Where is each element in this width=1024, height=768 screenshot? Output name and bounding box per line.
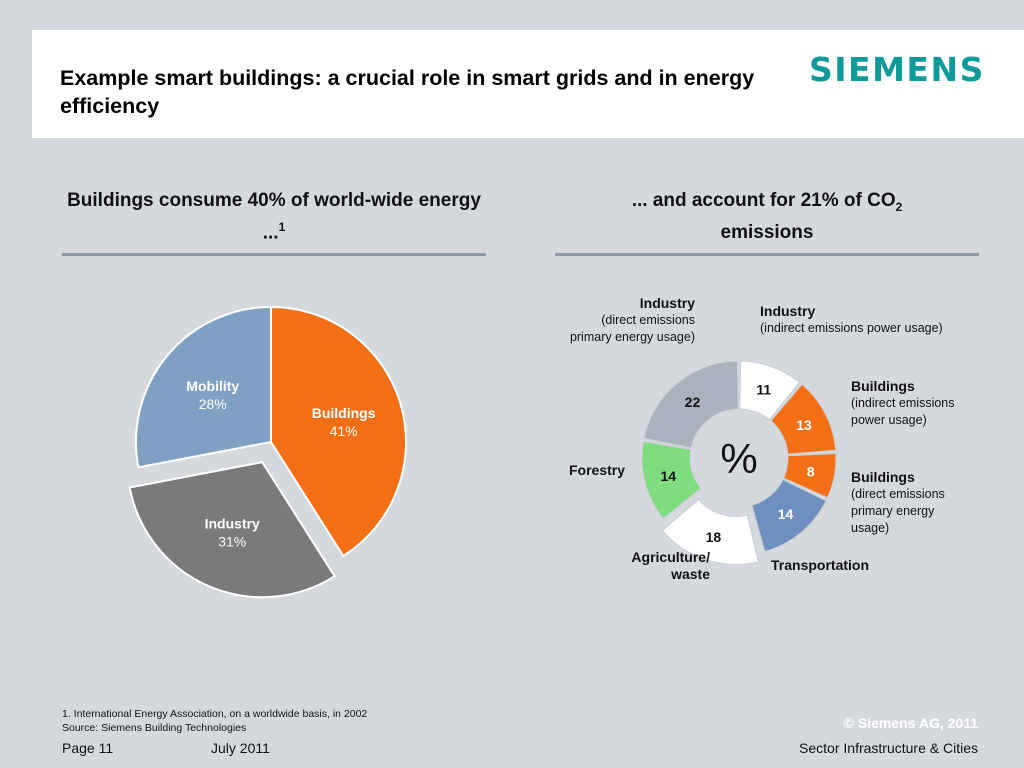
donut-value-5: 14 <box>661 468 677 484</box>
pie-label-buildings: Buildings <box>312 405 376 421</box>
donut-segment-1-buildings <box>770 383 837 455</box>
donut-label-industry-direct: Industry (direct emissions primary energ… <box>560 295 695 346</box>
donut-value-1: 13 <box>796 417 812 433</box>
pie-value-buildings: 41% <box>330 423 358 439</box>
donut-label-industry-direct-title: Industry <box>639 295 695 311</box>
donut-segment-6-industry <box>643 360 739 449</box>
right-heading-rule <box>555 253 979 256</box>
donut-value-2: 8 <box>807 464 815 480</box>
donut-label-agriculture: Agriculture/ waste <box>590 549 710 583</box>
donut-label-buildings-indirect-sub: (indirect emissions power usage) <box>851 396 955 427</box>
energy-pie-chart: Buildings 41% Industry 31% Mobility 28% <box>128 305 407 599</box>
donut-label-industry-indirect-sub: (indirect emissions power usage) <box>760 321 943 335</box>
pie-slice-industry <box>128 461 336 599</box>
right-heading-text: ... and account for 21% of CO <box>631 190 896 211</box>
siemens-logo: SIEMENS <box>809 50 985 89</box>
donut-label-buildings-direct-sub: (direct emissions primary energy usage) <box>851 487 945 535</box>
page-title: Example smart buildings: a crucial role … <box>60 66 755 118</box>
donut-label-agriculture-title: Agriculture/ waste <box>631 549 710 582</box>
donut-value-6: 22 <box>685 394 701 410</box>
footnote-line-1: 1. International Energy Association, on … <box>62 708 368 720</box>
donut-value-4: 18 <box>706 529 722 545</box>
donut-label-forestry: Forestry <box>569 462 625 479</box>
co2-donut-chart: 11 13 8 14 18 14 22% <box>641 360 837 565</box>
donut-label-industry-direct-sub: (direct emissions primary energy usage) <box>569 313 695 344</box>
donut-segment-3-transportation <box>751 478 827 553</box>
footnote-source: Source: Siemens Building Technologies <box>62 722 247 734</box>
donut-value-0: 11 <box>756 381 771 397</box>
pie-label-mobility: Mobility <box>186 378 239 394</box>
donut-value-3: 14 <box>778 506 794 522</box>
header-bar: Example smart buildings: a crucial role … <box>32 30 1024 138</box>
footnote: 1. International Energy Association, on … <box>62 707 367 735</box>
right-heading-subscript: 2 <box>895 199 903 214</box>
donut-label-industry-indirect: Industry (indirect emissions power usage… <box>760 303 990 337</box>
division-name: Sector Infrastructure & Cities <box>799 740 978 756</box>
left-column-heading: Buildings consume 40% of world-wide ener… <box>62 188 486 246</box>
pie-value-mobility: 28% <box>199 396 227 412</box>
copyright: © Siemens AG, 2011 <box>843 715 978 731</box>
right-heading-text-line2: emissions <box>720 221 814 243</box>
pie-slice-buildings <box>270 305 407 558</box>
footer-date: July 2011 <box>211 740 270 756</box>
donut-label-buildings-direct: Buildings (direct emissions primary ener… <box>851 469 976 537</box>
donut-label-buildings-indirect: Buildings (indirect emissions power usag… <box>851 378 976 429</box>
donut-segment-0-industry <box>739 360 801 421</box>
pie-slice-mobility <box>135 305 272 469</box>
left-heading-footnote-mark: 1 <box>278 220 286 234</box>
pie-value-industry: 31% <box>218 534 246 550</box>
pie-label-industry: Industry <box>205 516 260 532</box>
donut-label-transportation-title: Transportation <box>771 557 870 573</box>
donut-center-label: % <box>720 435 757 482</box>
donut-segment-2-buildings <box>783 453 837 499</box>
right-column-heading: ... and account for 21% of CO2 emissions <box>555 188 979 246</box>
donut-segment-5-forestry <box>641 440 702 520</box>
donut-label-buildings-indirect-title: Buildings <box>851 378 915 394</box>
donut-label-buildings-direct-title: Buildings <box>851 469 915 485</box>
left-heading-text: Buildings consume 40% of world-wide ener… <box>67 190 481 244</box>
donut-segment-4-agriculture-waste <box>661 498 759 565</box>
left-heading-rule <box>62 253 486 256</box>
donut-label-industry-indirect-title: Industry <box>760 303 816 319</box>
donut-label-forestry-title: Forestry <box>569 462 626 478</box>
page-number: Page 11 <box>62 740 114 756</box>
donut-label-transportation: Transportation <box>771 557 869 574</box>
